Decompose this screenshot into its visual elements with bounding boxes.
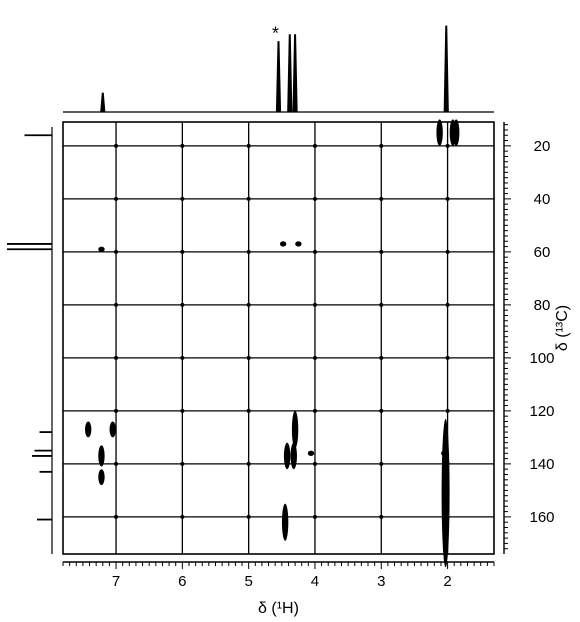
cross-peak <box>291 410 299 448</box>
grid-node <box>312 461 317 466</box>
y-tick-label: 100 <box>529 350 554 367</box>
cross-peak <box>295 241 302 247</box>
grid-node <box>246 461 251 466</box>
carbon-projection <box>7 127 53 554</box>
grid-node <box>445 143 450 148</box>
cross-peak <box>98 469 105 486</box>
peak-label-asterisk: * <box>272 23 279 43</box>
proton-peak <box>275 41 282 113</box>
grid-node <box>379 408 384 413</box>
grid-node <box>246 143 251 148</box>
cross-peak <box>281 503 289 541</box>
proton-peak <box>100 92 106 113</box>
grid-node <box>312 355 317 360</box>
cross-peak <box>453 119 460 146</box>
grid-node <box>114 302 119 307</box>
cross-peak <box>109 421 116 438</box>
grid-node <box>180 408 185 413</box>
grid-node <box>246 408 251 413</box>
y-tick-label: 120 <box>529 403 554 420</box>
x-axis-label: δ (¹H) <box>258 600 299 617</box>
grid-node <box>180 249 185 254</box>
grid-node <box>445 249 450 254</box>
cross-peaks <box>84 119 460 568</box>
grid-node <box>312 408 317 413</box>
grid-node <box>379 143 384 148</box>
grid-node <box>379 514 384 519</box>
x-tick-label: 4 <box>311 573 319 590</box>
grid <box>63 122 494 554</box>
grid-node <box>180 461 185 466</box>
grid-node <box>180 355 185 360</box>
grid-node <box>445 302 450 307</box>
cross-peak <box>279 241 287 247</box>
grid-node <box>246 514 251 519</box>
grid-node <box>114 461 119 466</box>
x-tick-label: 2 <box>443 573 451 590</box>
cross-peak <box>441 418 450 568</box>
x-tick-label: 5 <box>244 573 252 590</box>
x-tick-label: 6 <box>178 573 186 590</box>
grid-node <box>312 143 317 148</box>
grid-node <box>312 302 317 307</box>
y-axis: 20 40 60 80 100 120 140 160 <box>503 122 555 554</box>
grid-node <box>445 355 450 360</box>
y-tick-label: 140 <box>529 456 554 473</box>
grid-node <box>180 143 185 148</box>
grid-node <box>379 355 384 360</box>
grid-node <box>379 302 384 307</box>
cross-peak <box>307 450 315 456</box>
grid-node <box>246 355 251 360</box>
grid-node <box>114 514 119 519</box>
y-axis-label: δ (¹³C) <box>554 305 571 351</box>
x-tick-label: 3 <box>377 573 385 590</box>
proton-peak <box>443 25 449 113</box>
y-tick-label: 60 <box>534 244 551 261</box>
grid-node <box>312 249 317 254</box>
proton-projection: * <box>63 23 494 113</box>
plot-frame <box>62 121 495 555</box>
y-tick-label: 80 <box>534 297 551 314</box>
cross-peak <box>283 442 291 470</box>
x-axis: 2 3 4 5 6 7 <box>62 561 495 590</box>
y-tick-label: 160 <box>529 509 554 526</box>
y-tick-label: 40 <box>534 191 551 208</box>
y-tick-label: 20 <box>534 138 551 155</box>
grid-node <box>114 355 119 360</box>
cross-peak <box>84 421 92 438</box>
grid-node <box>114 143 119 148</box>
proton-peak <box>292 34 298 113</box>
cross-peak <box>98 445 105 467</box>
grid-node <box>379 249 384 254</box>
grid-node <box>379 461 384 466</box>
grid-node <box>246 249 251 254</box>
cross-peak <box>98 246 105 252</box>
grid-node <box>180 196 185 201</box>
grid-node <box>445 408 450 413</box>
grid-node <box>114 408 119 413</box>
grid-node <box>114 249 119 254</box>
cross-peak <box>436 119 443 146</box>
grid-node <box>445 196 450 201</box>
grid-node <box>180 514 185 519</box>
grid-node <box>246 196 251 201</box>
grid-node <box>246 302 251 307</box>
grid-node <box>312 196 317 201</box>
grid-node <box>114 196 119 201</box>
cross-peak <box>290 442 297 470</box>
grid-node <box>180 302 185 307</box>
proton-peak <box>287 34 293 113</box>
x-tick-label: 7 <box>112 573 120 590</box>
grid-node <box>379 196 384 201</box>
grid-node <box>312 514 317 519</box>
